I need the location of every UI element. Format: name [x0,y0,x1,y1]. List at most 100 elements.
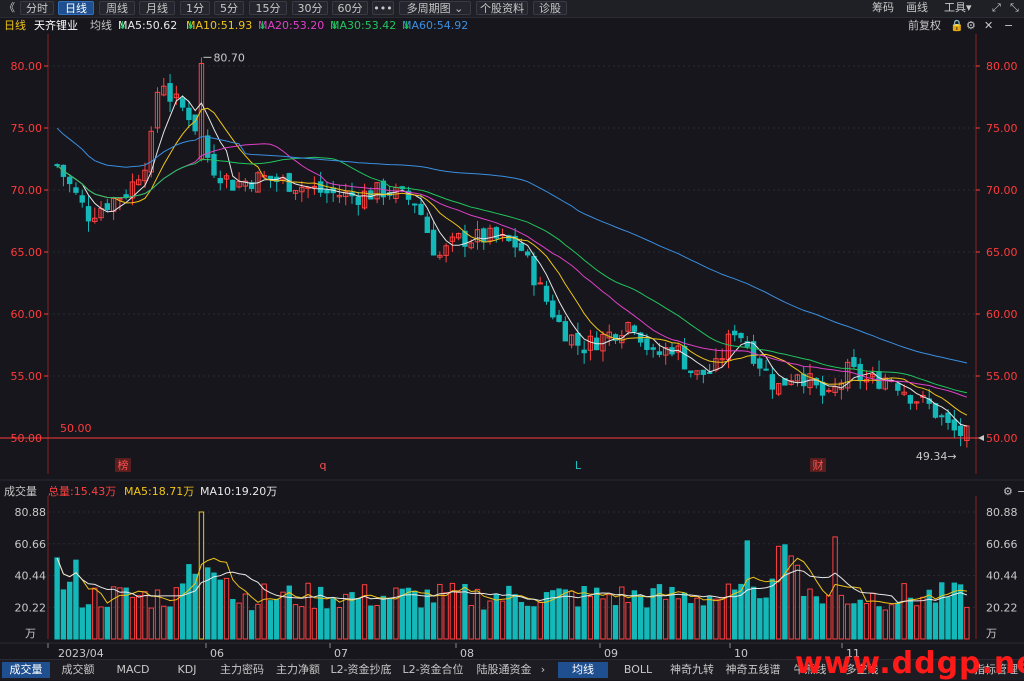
volume-bar [901,583,907,640]
fullscreen-icon[interactable]: ⤡ [1010,1,1019,14]
candle-body [675,345,681,353]
volume-bar [524,605,531,640]
volume-bar [863,602,870,640]
volume-bar [311,607,318,640]
period-tab-0[interactable]: 分时 [20,1,54,15]
volume-bar [851,603,857,640]
candle-body [317,181,324,193]
volume-tick-label: 60.66 [986,538,1018,551]
ma-label[interactable]: 均线 [90,19,112,32]
candle-body [700,369,707,375]
period-tab-3[interactable]: 月线 [139,1,175,15]
event-marker-label: L [575,459,582,472]
indicator-tab-right-2[interactable]: 神奇九转 [670,663,714,676]
more-periods-button[interactable]: ••• [372,1,394,15]
tools-menu[interactable]: 工具▾ [944,1,972,15]
volume-bar [619,586,625,640]
period-tab-8[interactable]: 60分 [332,1,368,15]
candle-body [851,357,857,367]
volume-bar [543,592,550,640]
indicator-tab-right-3[interactable]: 神奇五线谱 [725,663,781,676]
expand-icon[interactable]: ⤢ [992,1,1001,14]
diagnose-button[interactable]: 诊股 [533,1,567,15]
indicator-tab-left-3[interactable]: KDJ [177,663,197,676]
kline-chart[interactable]: 80.00 75.00 70.00 65.00 60.00 55.00 50.00 80.0… [0,34,1024,674]
indicator-tab-left-6[interactable]: L2-资金抄底 [330,663,392,676]
collapse-icon[interactable]: 《 [4,1,15,14]
chips-button[interactable]: 筹码 [872,1,894,14]
volume-bar [594,587,600,640]
scroll-right-icon[interactable]: › [540,663,546,676]
price-axis-right: 80.00 75.00 70.00 65.00 60.00 55.00 50.00 [976,60,1018,445]
volume-bar [393,587,399,640]
volume-unit: 万 [25,627,36,640]
candle-body [104,203,111,211]
ma30-text: MA30:53.42 [330,19,397,32]
volume-bar [142,591,148,640]
volume-bar [443,592,449,640]
candle-body [920,394,926,398]
period-tab-1[interactable]: 日线 [58,1,94,15]
volume-bar [267,600,274,640]
indicator-tab-right-1[interactable]: BOLL [623,663,653,676]
volume-bar [305,582,311,640]
volume-bar [920,596,926,640]
volume-bar [932,602,939,640]
event-marker-label: 财 [813,458,824,472]
candle-body [907,395,914,404]
candle-body [481,228,487,243]
period-tab-2[interactable]: 周线 [99,1,135,15]
event-marker-box [810,458,826,472]
volume-tick-label: 20.22 [986,601,1018,614]
volume-bar [713,598,719,640]
period-label: 日线 [4,19,26,32]
indicator-tab-left-2[interactable]: MACD [116,663,150,676]
candle-body [957,425,964,437]
indicator-tab-left-4[interactable]: 主力密码 [220,663,264,676]
top-toolbar: 《 分时 日线 周线 月线 1分 5分 15分 30分 60分 ••• 多周期图 ⌄ 个股资料 … [0,0,1024,18]
indicator-tab-right-5[interactable]: 多空线 [845,663,879,676]
indicator-manage-button[interactable]: 指标管理 [974,663,1018,676]
volume-bar [280,591,286,640]
volume-bar [324,608,330,640]
settings-icon[interactable]: ⚙ [966,19,976,32]
minus-icon[interactable]: − [1004,19,1014,32]
candle-body [512,235,518,248]
close-icon[interactable]: ✕ [984,19,994,32]
period-tab-4[interactable]: 1分 [180,1,210,15]
indicator-tab-left-0[interactable]: 成交量 [2,662,50,678]
period-tab-7[interactable]: 30分 [292,1,328,15]
adjust-label[interactable]: 前复权 [908,19,941,32]
indicator-tab-left-7[interactable]: L2-资金合位 [402,663,464,676]
volume-bar [154,589,161,640]
volume-bar [512,594,518,640]
indicator-tab-right-4[interactable]: 牛熊线 [793,663,827,676]
volume-bar [644,607,650,640]
volume-bar [217,579,223,640]
indicator-tab-right-0[interactable]: 均线 [558,662,608,678]
volume-bar [750,586,757,640]
candle-body [242,180,249,187]
period-tab-6[interactable]: 15分 [249,1,287,15]
candle-body [136,179,142,186]
price-tick-label: 55.00 [986,370,1018,383]
volume-bar [343,593,349,640]
candle-body [299,186,305,193]
period-tab-5[interactable]: 5分 [214,1,244,15]
candle-body [870,373,876,378]
indicator-tab-left-8[interactable]: 陆股通资金 [476,663,532,676]
volume-bar [625,601,631,640]
indicator-tab-left-1[interactable]: 成交额 [61,663,95,676]
candle-body [932,403,939,418]
volume-bar [104,606,111,640]
candle-body [537,282,543,285]
lock-icon[interactable]: 🔒 [950,19,964,32]
settings-icon: ⚙ [1003,485,1013,498]
candle-body [487,227,493,242]
stock-info-button[interactable]: 个股资料 [476,1,528,15]
stock-name: 天齐锂业 [34,19,78,32]
multi-period-dropdown[interactable]: 多周期图 ⌄ [399,1,471,15]
candle-body [217,177,223,184]
indicator-tab-left-5[interactable]: 主力净额 [276,663,320,676]
draw-line-button[interactable]: 画线 [906,1,928,14]
